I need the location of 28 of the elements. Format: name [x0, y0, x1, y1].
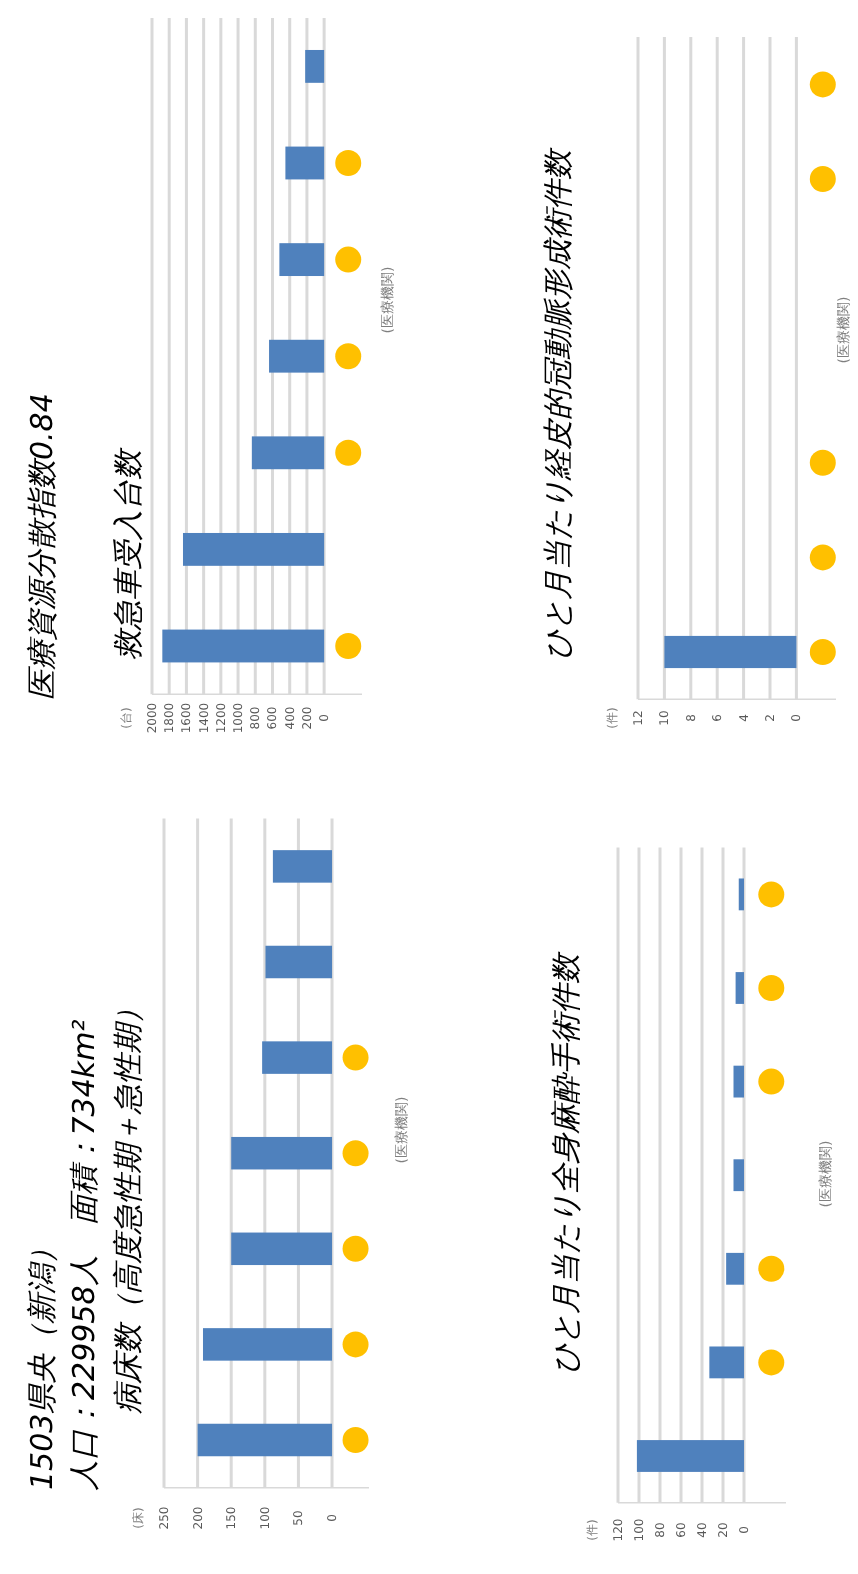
bar — [733, 1065, 744, 1098]
text: 人口：229958人 面積：734km² — [66, 1019, 102, 1492]
bar — [202, 1328, 333, 1361]
bar — [265, 945, 333, 979]
text: 医療資源分散指数0.84 — [24, 393, 60, 700]
bar — [735, 972, 744, 1004]
text: 病床数（高度急性期＋急性期） — [110, 994, 146, 1414]
bar — [231, 1136, 333, 1170]
text: 1503県央（新潟） — [24, 1233, 60, 1490]
text: 救急車受入台数 — [110, 446, 146, 660]
bar — [279, 243, 325, 277]
bar — [269, 339, 325, 373]
bar — [262, 1041, 333, 1074]
bar — [738, 878, 744, 911]
text: ひと月当たり経皮的冠動脈形成術件数 — [540, 146, 576, 660]
bar — [709, 1346, 744, 1379]
bar — [162, 629, 325, 663]
bar — [251, 436, 325, 470]
bar — [636, 1440, 744, 1472]
bar — [726, 1252, 744, 1285]
bar — [305, 49, 325, 83]
bar — [285, 146, 325, 180]
bar — [182, 532, 325, 566]
bar — [733, 1159, 744, 1192]
bar — [272, 850, 333, 883]
bar — [231, 1232, 333, 1266]
bar — [197, 1423, 333, 1457]
text: ひと月当たり全身麻酔手術件数 — [548, 950, 584, 1374]
